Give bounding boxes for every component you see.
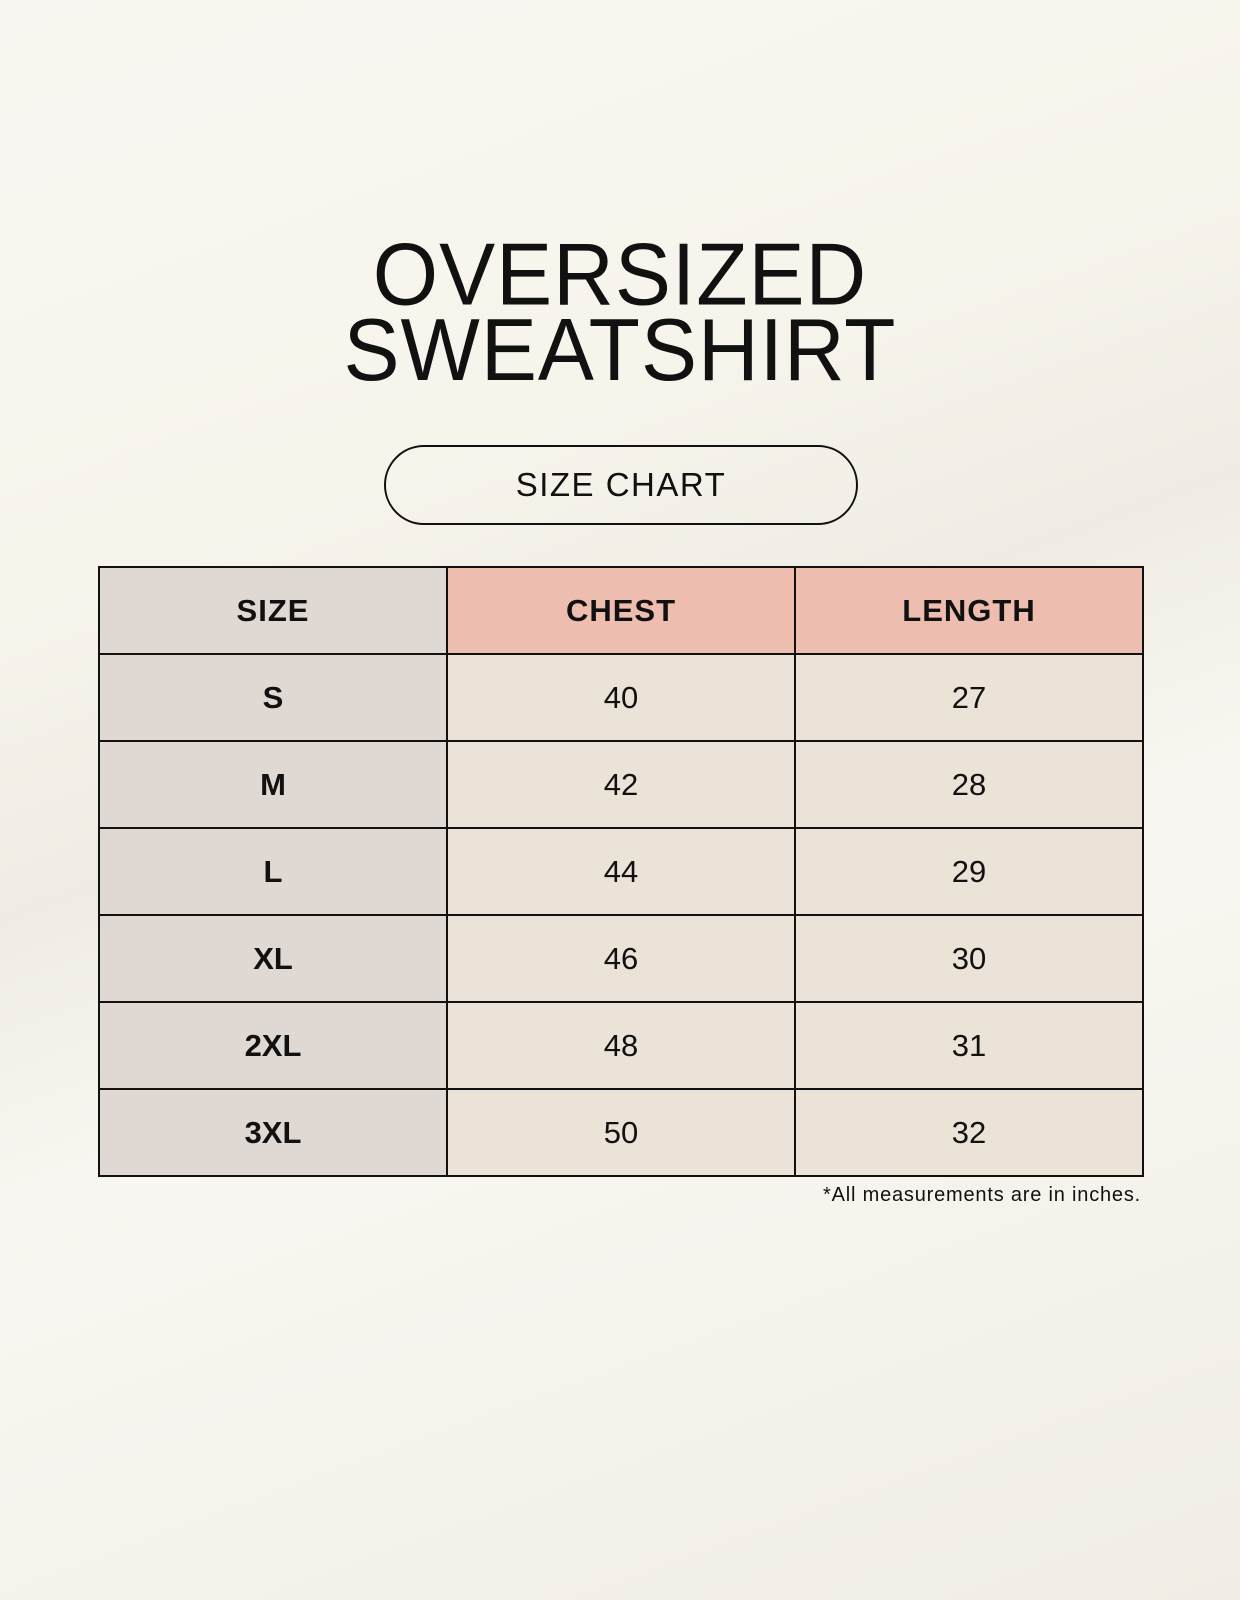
cell-size: S <box>98 653 448 742</box>
cell-size: M <box>98 740 448 829</box>
header-row: SIZE CHEST LENGTH <box>98 566 1144 655</box>
page-title: OVERSIZED SWEATSHIRT <box>0 224 1240 400</box>
cell-length: 30 <box>794 914 1144 1003</box>
size-table: SIZE CHEST LENGTH S 40 27 M 42 28 L 44 29 XL 46 30 2… <box>98 566 1144 1177</box>
header-length: LENGTH <box>794 566 1144 655</box>
cell-length: 31 <box>794 1001 1144 1090</box>
cell-size: L <box>98 827 448 916</box>
title-line-1: OVERSIZED <box>372 224 868 324</box>
cell-size: 2XL <box>98 1001 448 1090</box>
cell-length: 27 <box>794 653 1144 742</box>
cell-size: 3XL <box>98 1088 448 1177</box>
cell-chest: 42 <box>446 740 796 829</box>
cell-length: 28 <box>794 740 1144 829</box>
table-row: M 42 28 <box>98 740 1144 829</box>
cell-chest: 40 <box>446 653 796 742</box>
cell-chest: 44 <box>446 827 796 916</box>
table-row: XL 46 30 <box>98 914 1144 1003</box>
cell-length: 32 <box>794 1088 1144 1177</box>
table-row: 2XL 48 31 <box>98 1001 1144 1090</box>
title-line-2: SWEATSHIRT <box>343 300 897 400</box>
cell-chest: 46 <box>446 914 796 1003</box>
measurement-note: *All measurements are in inches. <box>823 1184 1141 1206</box>
cell-chest: 48 <box>446 1001 796 1090</box>
header-chest: CHEST <box>446 566 796 655</box>
header-size: SIZE <box>98 566 448 655</box>
size-chart-badge: SIZE CHART <box>384 445 858 525</box>
cell-chest: 50 <box>446 1088 796 1177</box>
table-row: S 40 27 <box>98 653 1144 742</box>
table-row: L 44 29 <box>98 827 1144 916</box>
cell-length: 29 <box>794 827 1144 916</box>
table-row: 3XL 50 32 <box>98 1088 1144 1177</box>
cell-size: XL <box>98 914 448 1003</box>
